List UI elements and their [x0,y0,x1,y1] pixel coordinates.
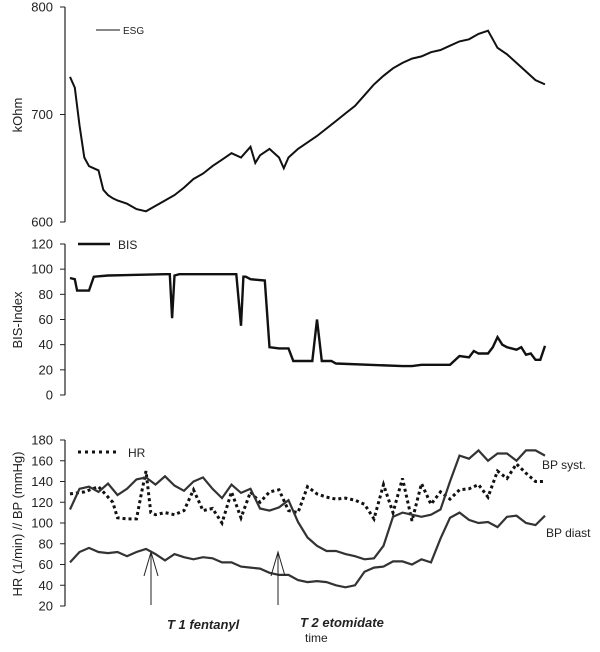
hr-series-line [69,461,545,527]
hr-bp-y-tick-label: 100 [31,516,53,531]
esg-y-axis-title: kOhm [10,98,25,133]
bp-diast-series-line [69,511,546,589]
event-marker-t2 [270,550,286,605]
esg-series-line [69,29,546,213]
esg-y-ticks: 600 700 800 [31,0,65,230]
esg-y-tick-label: 800 [31,0,53,15]
esg-y-tick-label: 700 [31,107,53,122]
bis-y-ticks: 0 20 40 60 80 100 120 [31,237,65,403]
hr-legend: HR [78,446,146,460]
hr-bp-y-tick-label: 140 [31,474,53,489]
hr-bp-y-tick-label: 20 [39,599,53,614]
bis-y-tick-label: 100 [31,262,53,277]
bis-y-tick-label: 40 [39,337,53,352]
hr-bp-y-ticks: 20 40 60 80 100 120 140 160 180 [31,433,65,614]
hr-bp-y-tick-label: 160 [31,453,53,468]
bp-syst-series-line [69,448,546,561]
bis-y-tick-label: 120 [31,237,53,252]
esg-legend: ESG [96,26,144,37]
hr-bp-y-tick-label: 60 [39,557,53,572]
bis-panel: 0 20 40 60 80 100 120 BIS-Index BIS [10,237,547,403]
hr-bp-y-tick-label: 120 [31,495,53,510]
bis-legend: BIS [78,238,137,252]
hr-bp-y-tick-label: 80 [39,536,53,551]
esg-legend-label: ESG [123,26,144,37]
bis-y-tick-label: 0 [46,388,53,403]
hr-legend-label: HR [128,446,146,460]
esg-panel: 600 700 800 kOhm ESG [10,0,546,230]
hr-bp-y-axis-title: HR (1/min) // BP (mmHg) [10,452,25,597]
bis-y-tick-label: 80 [39,287,53,302]
hr-bp-panel: 20 40 60 80 100 120 140 160 180 HR (1/min) // BP… [10,433,591,646]
event-t1-arrow-head [143,550,159,577]
event-t2-arrow-head [270,550,286,577]
esg-y-tick-label: 600 [31,215,53,230]
bp-syst-label: BP syst. [542,458,586,472]
event-t2-label: T 2 etomidate [300,615,384,630]
x-axis-title: time [305,631,328,645]
bis-y-tick-label: 60 [39,312,53,327]
bis-legend-label: BIS [118,238,137,252]
bis-y-tick-label: 20 [39,362,53,377]
event-t1-label: T 1 fentanyl [167,617,240,632]
bp-diast-label: BP diast [546,526,591,540]
bis-y-axis-title: BIS-Index [10,291,25,349]
event-marker-t1 [143,550,159,605]
hr-bp-y-tick-label: 180 [31,433,53,448]
bis-series-line [69,273,547,368]
hr-bp-y-tick-label: 40 [39,578,53,593]
